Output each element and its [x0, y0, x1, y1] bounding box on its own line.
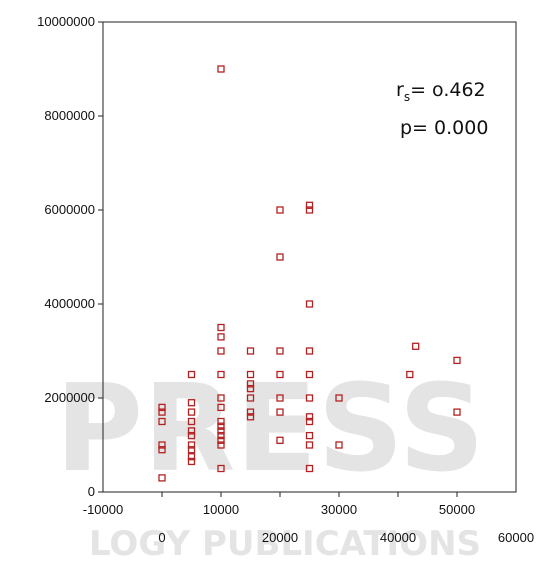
- data-point: [305, 370, 314, 379]
- data-point: [217, 464, 225, 473]
- data-point: [246, 384, 255, 393]
- data-point: [276, 347, 284, 355]
- plot-frame: [102, 21, 517, 493]
- data-point: [246, 370, 255, 379]
- data-point: [217, 441, 225, 449]
- data-point: [276, 394, 284, 402]
- x-tick-label: 50000: [439, 502, 475, 517]
- data-point: [217, 347, 225, 355]
- data-point: [453, 356, 461, 365]
- spearman-annotation: rs= o.462: [396, 79, 486, 104]
- data-point: [217, 370, 225, 379]
- data-point: [187, 370, 196, 379]
- x-tick-label: 0: [158, 530, 165, 545]
- watermark-publications: LOGY PUBLICATIONS: [89, 524, 481, 564]
- data-point: [276, 436, 284, 444]
- data-point: [305, 300, 314, 308]
- r-subscript: s: [404, 90, 410, 104]
- y-tick-label: 0: [88, 484, 95, 499]
- data-point: [305, 394, 314, 402]
- data-point: [217, 417, 225, 426]
- data-point: [187, 431, 196, 440]
- data-point: [246, 413, 255, 421]
- data-point: [217, 394, 225, 402]
- data-point: [453, 408, 461, 416]
- x-axis: -10000 0 10000 20000 30000 40000 50000 60000: [83, 492, 534, 545]
- y-tick-label: 8000000: [44, 108, 95, 123]
- data-point: [187, 457, 196, 466]
- data-point: [217, 422, 225, 430]
- y-tick-label: 6000000: [44, 202, 95, 217]
- data-point: [217, 427, 225, 435]
- data-point: [158, 408, 166, 416]
- data-point: [187, 446, 196, 454]
- data-point: [217, 436, 225, 444]
- p-value-annotation: p= 0.000: [400, 117, 488, 139]
- data-point: [305, 417, 314, 426]
- y-tick-label: 2000000: [44, 390, 95, 405]
- data-point: [187, 399, 196, 407]
- data-point: [217, 323, 225, 332]
- data-point: [246, 394, 255, 402]
- data-point: [187, 417, 196, 426]
- data-point: [158, 446, 166, 454]
- r-label: r: [396, 79, 404, 101]
- data-point: [305, 464, 314, 473]
- data-point: [158, 474, 166, 482]
- watermark-press: PRESS: [55, 360, 485, 499]
- data-point: [187, 441, 196, 449]
- data-point: [217, 403, 225, 412]
- x-tick-label: 30000: [321, 502, 357, 517]
- data-point: [158, 441, 166, 449]
- data-point: [335, 394, 343, 402]
- data-point: [305, 413, 314, 421]
- data-point: [187, 453, 196, 461]
- data-point: [187, 408, 196, 416]
- data-point: [276, 253, 284, 261]
- data-point: [276, 370, 284, 379]
- data-point: [335, 441, 343, 449]
- x-tick-label: -10000: [83, 502, 123, 517]
- data-point: [217, 431, 225, 440]
- data-point: [305, 206, 314, 214]
- data-point: [305, 441, 314, 449]
- y-tick-label: 4000000: [44, 296, 95, 311]
- data-point: [406, 370, 414, 379]
- data-point: [305, 347, 314, 355]
- data-point: [412, 342, 420, 350]
- y-tick-label: 10000000: [37, 14, 95, 29]
- data-point: [158, 417, 166, 426]
- x-tick-label: 60000: [498, 530, 534, 545]
- x-tick-label: 20000: [262, 530, 298, 545]
- data-point: [276, 408, 284, 416]
- r-value: = o.462: [410, 79, 486, 101]
- data-points: [158, 65, 461, 482]
- data-point: [246, 408, 255, 416]
- data-point: [217, 65, 225, 73]
- data-point: [276, 206, 284, 214]
- x-tick-label: 40000: [380, 530, 416, 545]
- data-point: [217, 333, 225, 341]
- data-point: [246, 347, 255, 355]
- data-point: [187, 427, 196, 435]
- data-point: [158, 403, 166, 412]
- x-tick-label: 10000: [203, 502, 239, 517]
- y-axis: 0 2000000 4000000 6000000 8000000 10000000: [37, 14, 103, 499]
- data-point: [305, 201, 314, 209]
- data-point: [246, 380, 255, 388]
- data-point: [305, 431, 314, 440]
